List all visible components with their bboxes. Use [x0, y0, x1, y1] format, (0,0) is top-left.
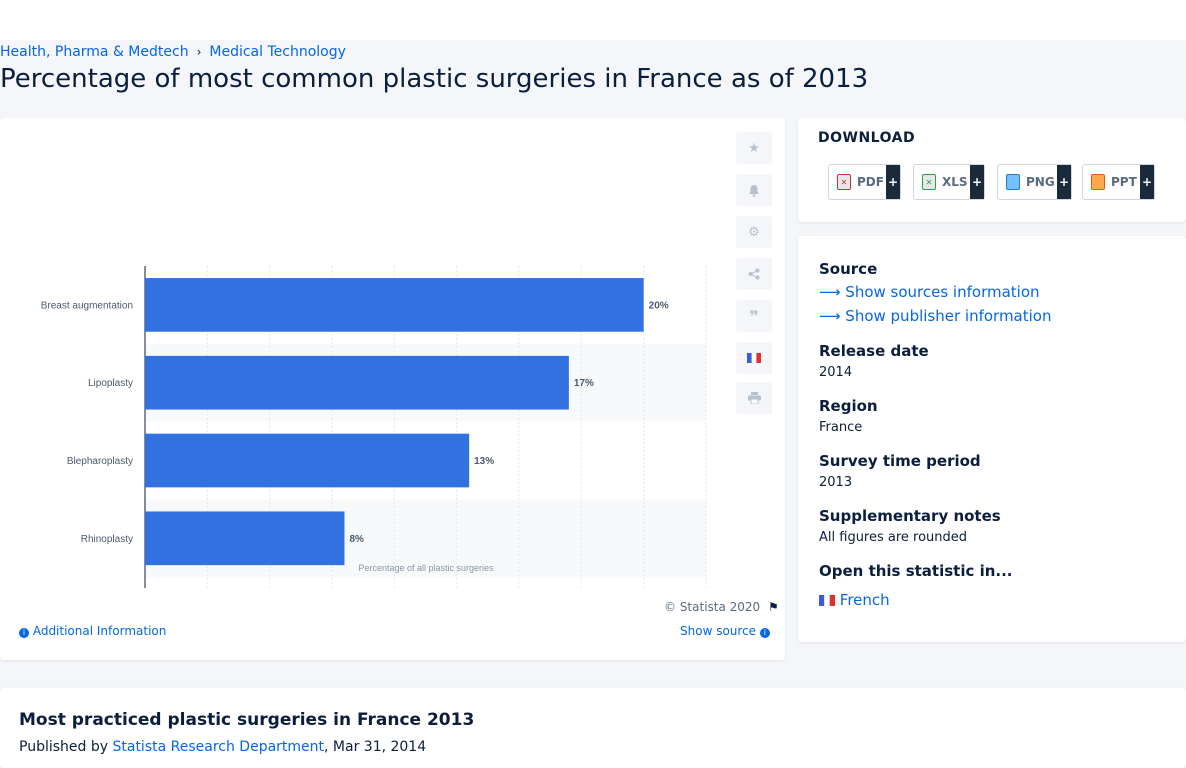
info-circle-icon: i	[19, 628, 29, 638]
arrow-right-icon: ⟶	[819, 283, 841, 301]
bar[interactable]	[145, 434, 469, 488]
published-by-label: Published by	[19, 739, 108, 755]
survey-period-value: 2013	[819, 475, 852, 490]
show-source-label: Show source	[680, 624, 756, 638]
region-label: Region	[819, 397, 878, 415]
plus-icon: +	[886, 165, 900, 199]
data-label: 17%	[574, 378, 594, 389]
settings-gear-icon[interactable]: ⚙	[736, 216, 772, 248]
x-axis-label: Percentage of all plastic surgeries	[358, 563, 494, 573]
copyright-notice[interactable]: © Statista 2020 ⚑	[664, 600, 779, 614]
show-sources-link[interactable]: ⟶ Show sources information	[819, 283, 1040, 301]
breadcrumb: Health, Pharma & Medtech › Medical Techn…	[0, 44, 346, 60]
data-label: 20%	[649, 300, 669, 311]
open-statistic-label: Open this statistic in...	[819, 562, 1013, 580]
breadcrumb-item-health[interactable]: Health, Pharma & Medtech	[0, 44, 189, 60]
ppt-file-icon	[1091, 174, 1105, 190]
chart-card: Breast augmentation Lipoplasty Blepharopla…	[0, 118, 785, 660]
download-panel: DOWNLOAD ✕ PDF + ✕ XLS + PNG + PPT +	[798, 118, 1186, 222]
publisher-link[interactable]: Statista Research Department	[112, 739, 324, 755]
favorite-star-icon[interactable]: ★	[736, 132, 772, 164]
arrow-right-icon: ⟶	[819, 307, 841, 325]
category-label: Lipoplasty	[88, 378, 133, 389]
download-ppt-label: PPT	[1111, 175, 1137, 189]
breadcrumb-separator-icon: ›	[197, 45, 202, 59]
plus-icon: +	[1140, 165, 1154, 199]
bar[interactable]	[145, 278, 644, 332]
release-date-label: Release date	[819, 342, 929, 360]
supplementary-notes-label: Supplementary notes	[819, 507, 1001, 525]
data-label: 13%	[474, 456, 494, 467]
survey-period-label: Survey time period	[819, 452, 981, 470]
region-value: France	[819, 420, 862, 435]
page-title: Percentage of most common plastic surger…	[0, 64, 868, 94]
download-png-label: PNG	[1026, 175, 1055, 189]
quote-icon[interactable]: ❞	[736, 300, 772, 332]
share-icon[interactable]	[736, 258, 772, 290]
supplementary-notes-value: All figures are rounded	[819, 530, 967, 545]
notification-bell-icon[interactable]	[736, 174, 772, 206]
pdf-file-icon: ✕	[837, 174, 851, 190]
top-bar	[0, 0, 1186, 40]
french-flag-icon	[819, 595, 835, 606]
summary-title: Most practiced plastic surgeries in Fran…	[19, 710, 474, 730]
xls-file-icon: ✕	[922, 174, 936, 190]
show-publisher-label: Show publisher information	[845, 307, 1051, 325]
download-title: DOWNLOAD	[818, 130, 915, 146]
png-file-icon	[1006, 174, 1020, 190]
copyright-text: © Statista 2020	[664, 600, 760, 614]
plus-icon: +	[970, 165, 984, 199]
download-png-button[interactable]: PNG +	[997, 164, 1072, 200]
download-xls-label: XLS	[942, 175, 968, 189]
publish-date: , Mar 31, 2014	[324, 739, 426, 755]
download-pdf-label: PDF	[857, 175, 884, 189]
open-in-french-link[interactable]: French	[819, 591, 890, 609]
release-date-value: 2014	[819, 365, 852, 380]
show-publisher-link[interactable]: ⟶ Show publisher information	[819, 307, 1051, 325]
bar-chart: Breast augmentation Lipoplasty Blepharopla…	[0, 118, 720, 588]
bar[interactable]	[145, 511, 344, 565]
additional-info-label: Additional Information	[33, 624, 167, 638]
flag-icon: ⚑	[768, 600, 779, 614]
show-sources-label: Show sources information	[845, 283, 1039, 301]
published-by-line: Published by Statista Research Departmen…	[19, 739, 426, 755]
statistic-summary-card: Most practiced plastic surgeries in Fran…	[0, 688, 1186, 768]
info-circle-icon: i	[760, 628, 770, 638]
show-source-link[interactable]: Show source i	[680, 624, 770, 638]
additional-info-link[interactable]: i Additional Information	[19, 624, 166, 638]
open-language-label: French	[840, 591, 890, 609]
statistic-details-panel: Source ⟶ Show sources information ⟶ Show…	[798, 236, 1186, 642]
download-pdf-button[interactable]: ✕ PDF +	[828, 164, 901, 200]
bar[interactable]	[145, 356, 569, 410]
breadcrumb-item-medical-technology[interactable]: Medical Technology	[209, 44, 346, 60]
print-icon[interactable]	[736, 382, 772, 414]
download-xls-button[interactable]: ✕ XLS +	[913, 164, 985, 200]
french-flag-icon[interactable]	[736, 342, 772, 374]
category-label: Rhinoplasty	[81, 534, 133, 545]
data-label: 8%	[349, 534, 364, 545]
source-label: Source	[819, 260, 877, 278]
download-ppt-button[interactable]: PPT +	[1082, 164, 1155, 200]
plus-icon: +	[1057, 165, 1071, 199]
category-label: Blepharoplasty	[67, 456, 133, 467]
category-label: Breast augmentation	[41, 300, 133, 311]
